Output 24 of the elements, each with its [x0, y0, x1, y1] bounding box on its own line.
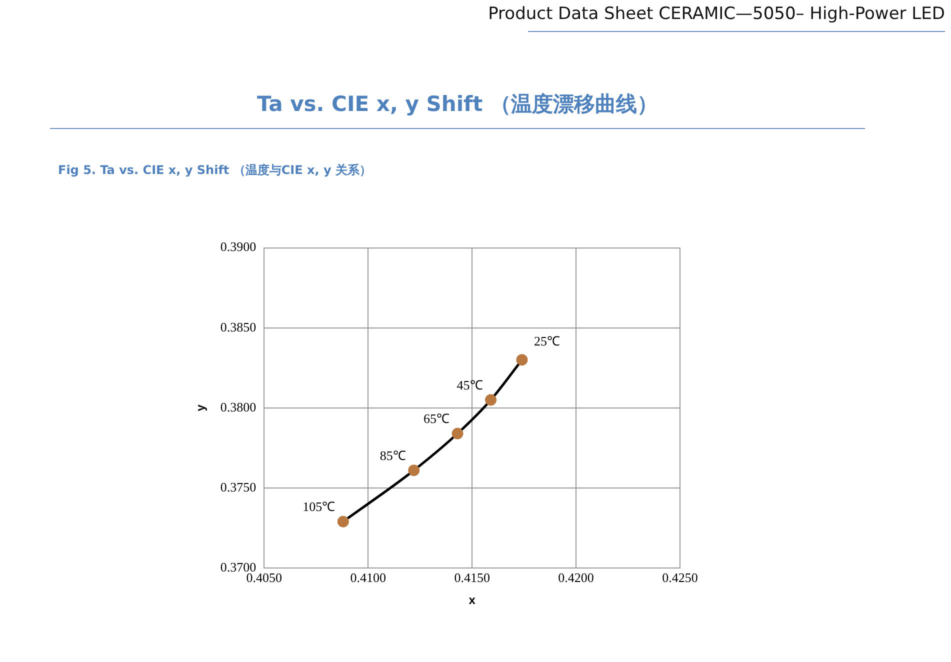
- chart-subtitle: Fig 5. Ta vs. CIE x, y Shift （温度与CIE x, y 关系）: [58, 162, 372, 179]
- y-axis-title: y: [194, 404, 208, 412]
- x-tick-label: 0.4150: [454, 570, 490, 586]
- annotation: 45℃: [456, 377, 483, 392]
- annotation: 25℃: [534, 333, 560, 348]
- point: [337, 516, 349, 528]
- point: [452, 428, 464, 440]
- point: [485, 394, 497, 406]
- x-axis-title: x: [468, 593, 476, 608]
- y-tick-label: 0.3900: [220, 239, 256, 254]
- annotation: 85℃: [380, 448, 406, 463]
- y-tick-label: 0.3800: [220, 399, 256, 414]
- y-tick-label: 0.3700: [220, 559, 256, 574]
- y-tick-label: 0.3850: [220, 319, 256, 334]
- x-tick-label: 0.4250: [662, 570, 698, 586]
- text: Product Data Sheet CERAMIC—5050– High-Power LED: [488, 4, 945, 24]
- point: [408, 464, 420, 476]
- annotation: 65℃: [424, 410, 450, 426]
- x-tick-label: 0.4100: [350, 570, 386, 586]
- annotation: 105℃: [302, 498, 336, 514]
- x-tick-label: 0.4200: [558, 570, 594, 586]
- point: [516, 354, 528, 366]
- chart-title: Ta vs. CIE x, y Shift （温度漂移曲线）: [256, 91, 660, 118]
- y-tick-label: 0.3750: [220, 479, 256, 494]
